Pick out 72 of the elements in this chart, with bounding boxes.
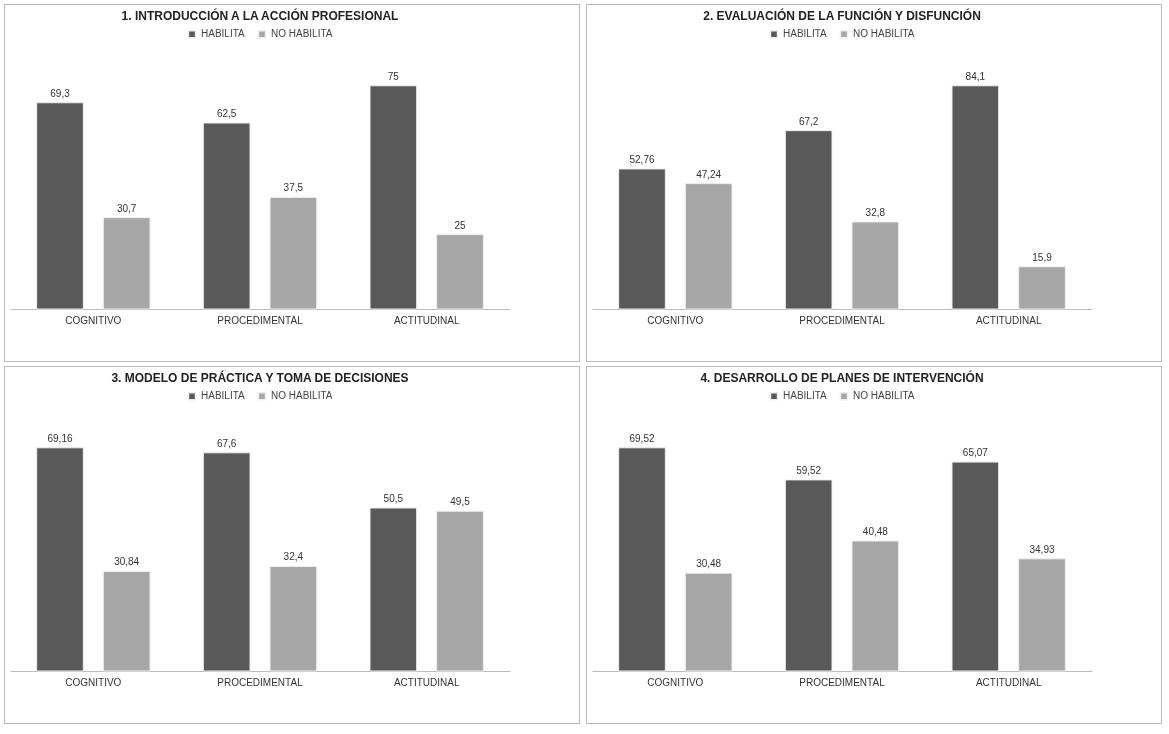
bar — [851, 540, 900, 672]
x-tick-label: PROCEDIMENTAL — [217, 676, 304, 688]
x-tick-label: ACTITUDINAL — [975, 676, 1042, 688]
data-label: 50,5 — [383, 493, 404, 505]
x-tick-label: ACTITUDINAL — [975, 314, 1042, 326]
data-label: 84,1 — [965, 70, 986, 82]
bar — [951, 85, 1000, 310]
x-tick-label: PROCEDIMENTAL — [217, 314, 304, 326]
legend-label: NO HABILITA — [271, 28, 333, 40]
data-label: 62,5 — [216, 107, 237, 119]
chart-title: 2. EVALUACIÓN DE LA FUNCIÓN Y DISFUNCIÓN — [703, 8, 981, 23]
bar — [102, 217, 151, 310]
chart-title: 1. INTRODUCCIÓN A LA ACCIÓN PROFESIONAL — [121, 8, 399, 23]
chart-title: 4. DESARROLLO DE PLANES DE INTERVENCIÓN — [700, 370, 984, 385]
bar — [369, 85, 418, 310]
bar — [436, 234, 484, 310]
bar — [784, 130, 833, 310]
legend-label: HABILITA — [783, 390, 828, 402]
data-label: 15,9 — [1032, 251, 1053, 263]
bar — [684, 572, 733, 672]
legend-label: NO HABILITA — [853, 28, 915, 40]
bar — [269, 196, 318, 310]
bar — [851, 221, 900, 310]
x-tick-label: COGNITIVO — [65, 676, 122, 688]
bar — [784, 479, 833, 672]
bar — [618, 447, 666, 672]
data-label: 69,52 — [629, 432, 655, 444]
data-label: 32,4 — [283, 551, 304, 563]
data-label: 34,93 — [1029, 543, 1055, 555]
legend-label: NO HABILITA — [853, 390, 915, 402]
bar — [1018, 558, 1066, 672]
data-label: 52,76 — [629, 153, 655, 165]
x-tick-label: PROCEDIMENTAL — [799, 676, 886, 688]
data-label: 67,2 — [798, 115, 819, 127]
x-tick-label: COGNITIVO — [647, 314, 704, 326]
data-label: 49,5 — [450, 496, 471, 508]
data-label: 69,3 — [50, 87, 71, 99]
data-label: 47,24 — [696, 168, 722, 180]
data-label: 65,07 — [962, 447, 989, 459]
data-label: 30,84 — [114, 556, 140, 568]
x-tick-label: PROCEDIMENTAL — [799, 314, 886, 326]
data-label: 59,52 — [796, 464, 822, 476]
x-tick-label: COGNITIVO — [65, 314, 122, 326]
bar — [436, 510, 484, 672]
bar — [36, 447, 84, 672]
data-label: 67,6 — [216, 437, 237, 449]
x-tick-label: ACTITUDINAL — [393, 676, 460, 688]
legend-label: HABILITA — [783, 28, 828, 40]
legend-label: HABILITA — [201, 390, 246, 402]
data-label: 37,5 — [283, 182, 304, 194]
bar — [36, 102, 84, 310]
bar — [269, 565, 318, 672]
data-label: 69,16 — [47, 432, 73, 444]
data-label: 30,7 — [116, 202, 137, 214]
legend-label: NO HABILITA — [271, 390, 333, 402]
legend-label: HABILITA — [201, 28, 246, 40]
bar — [618, 168, 666, 310]
bar — [951, 461, 1000, 672]
bar — [102, 570, 151, 672]
bar — [1018, 266, 1066, 310]
bar — [202, 122, 251, 310]
bar — [684, 183, 733, 310]
data-label: 75 — [387, 70, 400, 82]
chart-title: 3. MODELO DE PRÁCTICA Y TOMA DE DECISIONES — [111, 370, 409, 385]
bar — [369, 507, 418, 672]
data-label: 25 — [454, 219, 466, 231]
bar — [202, 452, 251, 672]
x-tick-label: COGNITIVO — [647, 676, 704, 688]
data-label: 30,48 — [696, 558, 722, 570]
x-tick-label: ACTITUDINAL — [393, 314, 460, 326]
data-label: 32,8 — [865, 206, 886, 218]
data-label: 40,48 — [862, 526, 889, 538]
